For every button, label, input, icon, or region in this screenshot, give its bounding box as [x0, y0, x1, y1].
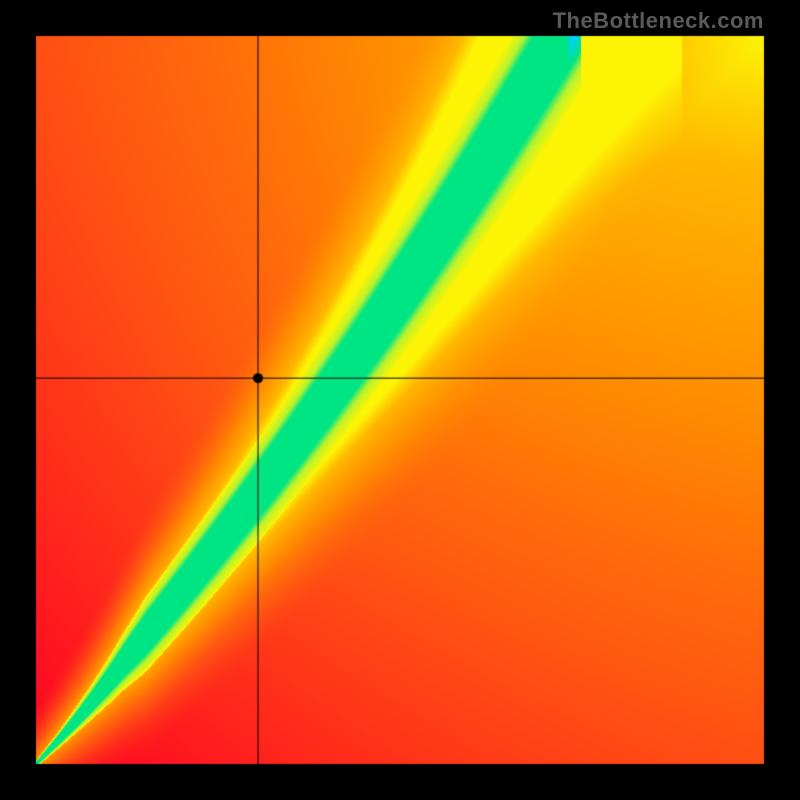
bottleneck-heatmap [0, 0, 800, 800]
watermark-text: TheBottleneck.com [553, 8, 764, 34]
